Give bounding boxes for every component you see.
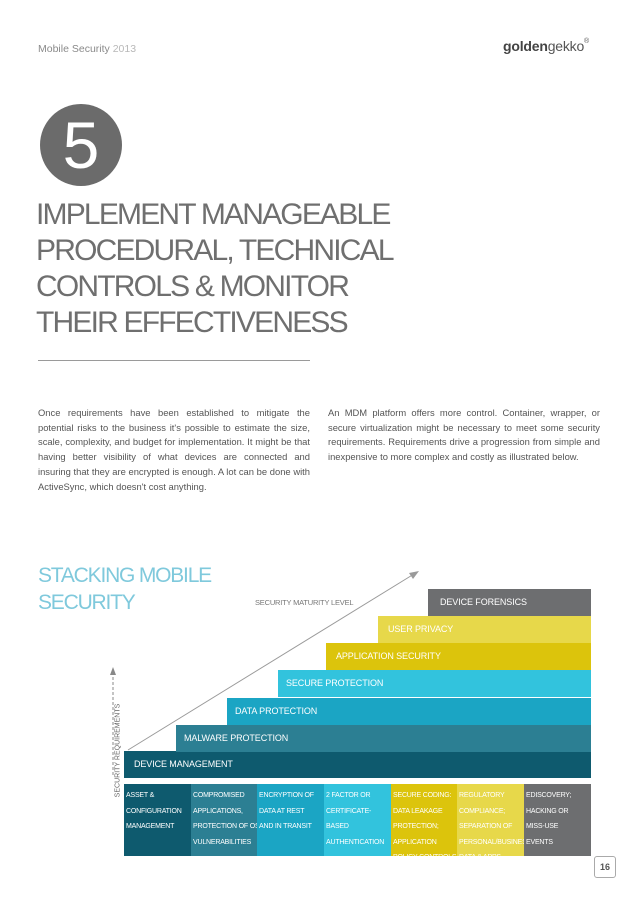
layer-label: APPLICATION SECURITY: [336, 651, 441, 661]
requirement-text-line: COMPROMISED: [193, 792, 245, 799]
requirement-text-line: COMPLIANCE;: [459, 807, 506, 815]
stack-layer-device-management: DEVICE MANAGEMENT: [124, 751, 591, 778]
requirement-text-line: POLICY CONTROLS: [393, 854, 457, 861]
heading-line: IMPLEMENT MANAGEABLE: [36, 198, 391, 231]
requirement-text-line: VULNERABILITIES: [193, 838, 252, 846]
requirement-text-line: ASSET &: [126, 792, 155, 799]
stack-title-line: SECURITY: [38, 591, 136, 614]
logo-light-part: gekko: [547, 38, 585, 54]
section-heading: IMPLEMENT MANAGEABLE PROCEDURAL, TECHNIC…: [36, 197, 395, 341]
requirement-cell: SECURE CODING: DATA LEAKAGE PROTECTION; APP…: [391, 784, 457, 861]
requirement-text-line: CONFIGURATION: [126, 807, 182, 815]
requirement-text-line: MISS-USE: [526, 823, 559, 830]
heading-line: THEIR EFFECTIVENESS: [36, 306, 349, 339]
stack-layer-data-protection: DATA PROTECTION: [227, 698, 591, 725]
heading-line: CONTROLS & MONITOR: [36, 270, 350, 303]
requirement-text-line: DATA & APPS: [459, 854, 501, 861]
logo-registered-mark: ®: [584, 38, 590, 45]
requirement-text-line: CERTIFICATE-: [326, 807, 372, 815]
requirements-arrow-head: [110, 667, 116, 675]
requirement-text-line: PERSONAL/BUSINESS: [459, 838, 532, 846]
requirement-cell: REGULATORY COMPLIANCE; SEPARATION OF PERSON…: [457, 784, 532, 861]
body-paragraph-left: Once requirements have been established …: [38, 407, 310, 492]
requirement-text-line: PROTECTION OF OS: [193, 823, 260, 830]
stack-layer-application-security: APPLICATION SECURITY: [326, 643, 591, 670]
requirement-text-line: 2 FACTOR OR: [326, 792, 371, 799]
heading-divider: [38, 360, 310, 361]
layer-label: MALWARE PROTECTION: [184, 733, 289, 743]
requirement-cell: ASSET & CONFIGURATION MANAGEMENT: [124, 784, 191, 856]
stack-title-line: STACKING MOBILE: [38, 564, 212, 587]
security-requirements-label: SECURITY REQUIREMENTS: [114, 703, 122, 798]
maturity-arrow-line: [127, 573, 415, 751]
requirement-text-line: BASED: [326, 823, 349, 830]
requirement-cell: COMPROMISED APPLICATIONS, PROTECTION OF OS…: [191, 784, 260, 856]
layer-label: DEVICE MANAGEMENT: [134, 759, 233, 769]
requirement-cell: eDISCOVERY; HACKING OR MISS-USE EVENTS: [524, 784, 591, 856]
requirement-text-line: AUTHENTICATION: [326, 838, 385, 846]
section-number: 5: [62, 108, 100, 182]
maturity-level-label: SECURITY MATURITY LEVEL: [255, 598, 354, 607]
requirement-text-line: MANAGEMENT: [126, 823, 175, 830]
requirement-text-line: ENCRYPTION OF: [259, 792, 314, 799]
stack-title: STACKING MOBILE SECURITY: [38, 562, 212, 616]
stack-layer-malware-protection: MALWARE PROTECTION: [176, 725, 591, 752]
publication-title: Mobile Security: [38, 43, 110, 55]
maturity-arrow-head: [409, 571, 419, 579]
requirement-text-line: APPLICATIONS,: [193, 807, 243, 815]
section-number-badge: 5: [40, 104, 122, 186]
requirement-text-line: REGULATORY: [459, 792, 505, 799]
requirement-text-line: EVENTS: [526, 838, 553, 846]
requirement-text-line: APPLICATION: [393, 838, 437, 846]
requirement-text-line: DATA AT REST: [259, 807, 305, 815]
requirement-text-line: AND IN TRANSIT: [259, 823, 312, 830]
requirement-text-line: HACKING OR: [526, 807, 569, 815]
requirement-text-line: DATA LEAKAGE: [393, 807, 443, 815]
requirement-text-line: SECURE CODING:: [393, 792, 452, 799]
goldengekko-logo: goldengekko®: [503, 38, 589, 54]
requirement-cell: 2 FACTOR OR CERTIFICATE- BASED AUTHENTICATI…: [324, 784, 391, 856]
stack-layer-device-forensics: DEVICE FORENSICS: [428, 589, 591, 616]
publication-header: Mobile Security 2013: [38, 43, 136, 55]
requirement-cell: ENCRYPTION OF DATA AT REST AND IN TRANSIT: [257, 784, 324, 856]
layer-label: USER PRIVACY: [388, 624, 454, 634]
layer-label: SECURE PROTECTION: [286, 678, 384, 688]
stack-layer-user-privacy: USER PRIVACY: [378, 616, 591, 643]
requirement-text-line: eDISCOVERY;: [526, 792, 572, 799]
heading-line: PROCEDURAL, TECHNICAL: [36, 234, 395, 267]
publication-year: 2013: [112, 43, 137, 55]
page-number: 16: [594, 856, 616, 878]
body-paragraph-right: An MDM platform offers more control. Con…: [328, 407, 600, 463]
logo-bold-part: golden: [503, 38, 548, 54]
requirement-text-line: PROTECTION;: [393, 823, 439, 830]
stack-layer-secure-protection: SECURE PROTECTION: [278, 670, 591, 697]
requirement-text-line: SEPARATION OF: [459, 823, 513, 830]
layer-label: DEVICE FORENSICS: [440, 597, 527, 607]
layer-label: DATA PROTECTION: [235, 706, 318, 716]
